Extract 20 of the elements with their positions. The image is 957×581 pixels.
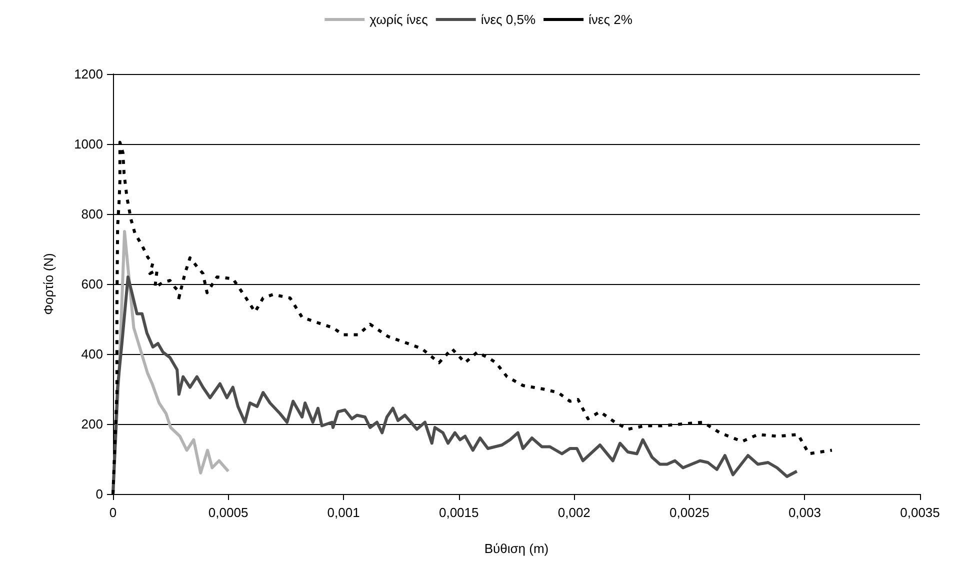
x-tick-label: 0,003 <box>788 505 821 520</box>
y-tick-label: 1200 <box>74 66 103 82</box>
y-tick-label: 0 <box>96 486 103 502</box>
x-tick-label: 0,002 <box>558 505 590 520</box>
legend-label: ίνες 2% <box>588 12 633 27</box>
x-tick-label: 0,001 <box>327 505 360 520</box>
x-axis-title: Βύθιση (m) <box>484 541 549 556</box>
y-tick-label: 600 <box>81 276 103 292</box>
y-axis-title: Φορτίο (N) <box>41 253 56 315</box>
y-tick-label: 400 <box>81 346 103 362</box>
x-tick-label: 0,0015 <box>438 505 479 520</box>
legend-label: χωρίς ίνες <box>370 12 428 27</box>
legend-label: ίνες 0,5% <box>480 12 536 27</box>
x-tick-label: 0,0025 <box>670 505 710 520</box>
y-tick-label: 1000 <box>74 136 103 152</box>
x-tick-label: 0,0035 <box>900 505 940 520</box>
x-tick-label: 0 <box>109 505 117 520</box>
y-tick-label: 800 <box>81 206 103 222</box>
y-tick-label: 200 <box>81 416 103 432</box>
x-tick-label: 0,0005 <box>208 505 248 520</box>
